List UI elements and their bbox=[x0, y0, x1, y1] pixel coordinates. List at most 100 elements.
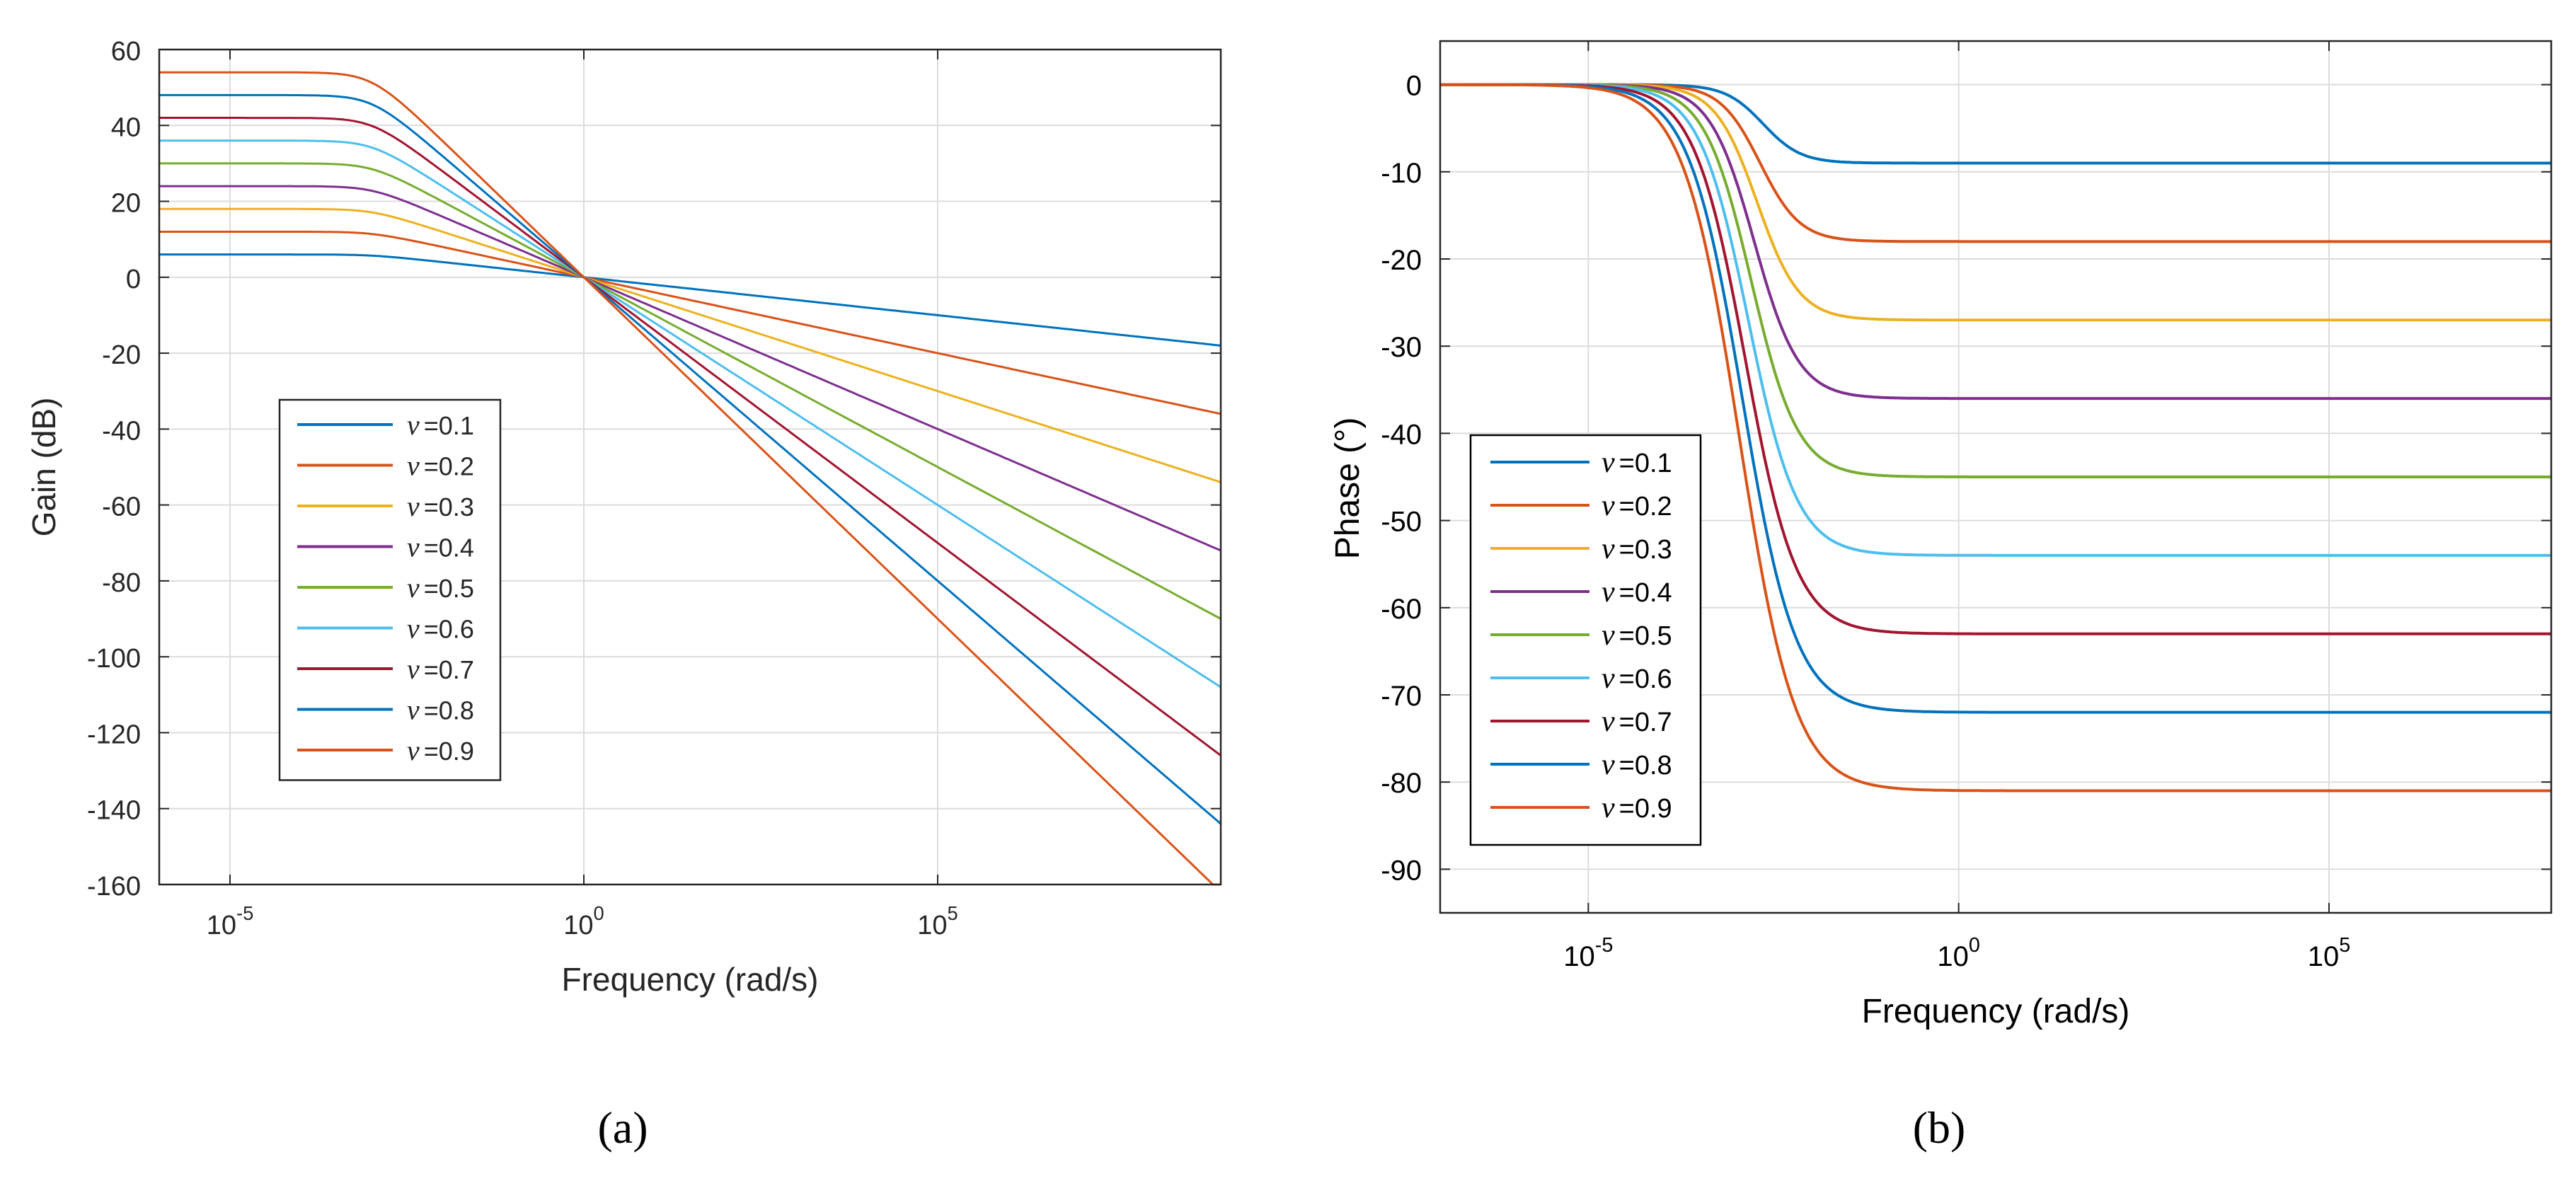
gain-line-nu-8 bbox=[159, 93, 1221, 825]
gain-line-nu-7 bbox=[159, 117, 1221, 756]
y-tick-label: -160 bbox=[87, 872, 141, 901]
x-tick-label: 100 bbox=[563, 902, 604, 940]
x-tick-base: 10 bbox=[563, 911, 593, 940]
x-tick-base: 10 bbox=[207, 911, 236, 940]
phase-y-axis-label: Phase (°) bbox=[1329, 417, 1367, 560]
x-tick-exponent: -5 bbox=[1595, 934, 1614, 957]
phase-legend-entry: ν =0.3 bbox=[1490, 533, 1672, 565]
phase-series-lines bbox=[1440, 83, 2551, 793]
y-tick-label: -60 bbox=[1381, 594, 1422, 625]
legend-label: ν =0.9 bbox=[407, 734, 474, 766]
y-tick-label: -120 bbox=[87, 720, 141, 749]
legend-label: ν =0.7 bbox=[1602, 705, 1672, 738]
phase-x-tick-labels: 10-5 100 105 bbox=[1563, 934, 2350, 972]
phase-x-axis-label: Frequency (rad/s) bbox=[1862, 993, 2130, 1030]
x-tick-base: 10 bbox=[917, 911, 947, 940]
legend-label: ν =0.9 bbox=[1602, 792, 1672, 824]
gain-y-axis-label: Gain (dB) bbox=[25, 398, 62, 537]
phase-line-nu-7 bbox=[1440, 83, 2551, 635]
gain-series-lines bbox=[159, 71, 1221, 886]
phase-legend-entry: ν =0.6 bbox=[1490, 662, 1672, 695]
phase-line-nu-8 bbox=[1440, 83, 2551, 714]
phase-chart: -90-80-70-60-50-40-30-20-100 10-5 100 105 … bbox=[1329, 40, 2553, 1153]
y-tick-label: 20 bbox=[111, 189, 141, 219]
y-tick-label: -10 bbox=[1381, 158, 1422, 189]
y-tick-label: -40 bbox=[1381, 419, 1422, 450]
x-tick-exponent: 0 bbox=[594, 902, 604, 924]
gain-legend-entry: ν =0.8 bbox=[297, 694, 474, 726]
y-tick-label: -140 bbox=[87, 796, 141, 826]
gain-x-axis-label: Frequency (rad/s) bbox=[561, 961, 818, 998]
y-tick-label: 0 bbox=[1406, 71, 1422, 102]
legend-label: ν =0.1 bbox=[407, 409, 474, 441]
gain-line-nu-5 bbox=[159, 162, 1221, 620]
gain-legend-entry: ν =0.3 bbox=[297, 490, 474, 522]
x-tick-base: 10 bbox=[2308, 941, 2340, 972]
gain-legend-entry: ν =0.4 bbox=[297, 531, 474, 563]
phase-legend-entry: ν =0.8 bbox=[1490, 749, 1672, 781]
legend-label: ν =0.5 bbox=[1602, 619, 1672, 652]
phase-legend-entry: ν =0.9 bbox=[1490, 792, 1672, 824]
y-tick-label: -20 bbox=[102, 340, 141, 370]
x-tick-label: 105 bbox=[917, 902, 958, 940]
x-tick-exponent: 0 bbox=[1969, 934, 1980, 957]
gain-x-tick-labels: 10-5 100 105 bbox=[207, 902, 958, 940]
y-tick-label: -20 bbox=[1381, 245, 1422, 276]
legend-label: ν =0.4 bbox=[1602, 576, 1672, 609]
y-tick-label: -90 bbox=[1381, 855, 1422, 886]
gain-legend: ν =0.1 ν =0.2 ν =0.3 ν =0.4 ν =0.5 ν =0.6 ν =0.7 ν =0.8… bbox=[278, 398, 502, 781]
x-tick-label: 105 bbox=[2308, 934, 2351, 972]
gain-legend-entry: ν =0.5 bbox=[297, 572, 474, 604]
x-tick-label: 10-5 bbox=[207, 902, 254, 940]
phase-legend-entry: ν =0.7 bbox=[1490, 705, 1672, 738]
phase-legend-entry: ν =0.1 bbox=[1490, 447, 1672, 479]
y-tick-label: -50 bbox=[1381, 507, 1422, 538]
x-tick-label: 10-5 bbox=[1563, 934, 1613, 972]
gain-panel-caption: (a) bbox=[597, 1102, 648, 1153]
gain-line-nu-9 bbox=[159, 71, 1221, 886]
gain-legend-entry: ν =0.7 bbox=[297, 653, 474, 685]
gain-line-nu-6 bbox=[159, 139, 1221, 689]
phase-legend-entry: ν =0.2 bbox=[1490, 490, 1672, 522]
phase-panel-caption: (b) bbox=[1913, 1102, 1966, 1153]
gain-y-tick-labels: -160 -140 -120 -100 -80 -60 -40 -20 0 20 40 60 bbox=[87, 37, 141, 901]
x-tick-label: 100 bbox=[1937, 934, 1980, 972]
phase-y-tick-labels: -90 -80 -70 -60 -50 -40 -30 -20 -10 0 bbox=[1381, 71, 1422, 887]
x-tick-base: 10 bbox=[1937, 941, 1969, 972]
y-tick-label: 0 bbox=[126, 265, 141, 294]
gain-line-nu-3 bbox=[159, 207, 1221, 483]
gain-legend-entry: ν =0.9 bbox=[297, 734, 474, 766]
phase-legend-box bbox=[1469, 434, 1702, 846]
y-tick-label: -70 bbox=[1381, 681, 1422, 712]
y-tick-label: -80 bbox=[1381, 768, 1422, 799]
y-tick-label: 60 bbox=[111, 37, 141, 67]
legend-label: ν =0.3 bbox=[1602, 533, 1672, 565]
legend-label: ν =0.6 bbox=[1602, 662, 1672, 695]
gain-axes-box bbox=[158, 48, 1222, 886]
legend-label: ν =0.6 bbox=[407, 613, 474, 645]
phase-axes-box bbox=[1439, 40, 2553, 914]
phase-line-nu-9 bbox=[1440, 83, 2551, 793]
legend-label: ν =0.2 bbox=[1602, 490, 1672, 522]
legend-label: ν =0.3 bbox=[407, 490, 474, 522]
legend-label: ν =0.2 bbox=[407, 450, 474, 482]
phase-legend-entry: ν =0.5 bbox=[1490, 619, 1672, 652]
x-tick-exponent: 5 bbox=[2339, 934, 2350, 957]
y-tick-label: -40 bbox=[102, 416, 141, 446]
x-tick-base: 10 bbox=[1563, 941, 1595, 972]
legend-label: ν =0.8 bbox=[407, 694, 474, 726]
phase-legend-entry: ν =0.4 bbox=[1490, 576, 1672, 609]
phase-line-nu-6 bbox=[1440, 83, 2551, 557]
y-tick-label: -100 bbox=[87, 644, 141, 674]
y-tick-label: -30 bbox=[1381, 332, 1422, 363]
gain-line-nu-1 bbox=[159, 253, 1221, 347]
gain-line-nu-2 bbox=[159, 231, 1221, 415]
legend-label: ν =0.8 bbox=[1602, 749, 1672, 781]
gain-legend-entry: ν =0.1 bbox=[297, 409, 474, 441]
gain-legend-entry: ν =0.6 bbox=[297, 613, 474, 645]
y-tick-label: -60 bbox=[102, 492, 141, 522]
gain-legend-entry: ν =0.2 bbox=[297, 450, 474, 482]
legend-label: ν =0.1 bbox=[1602, 447, 1672, 479]
